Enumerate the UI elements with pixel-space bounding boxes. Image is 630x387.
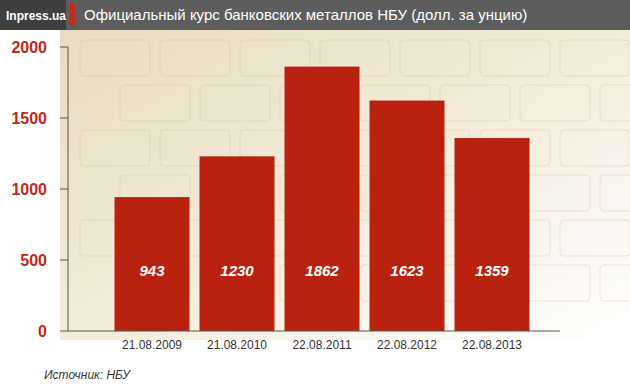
y-tick-label: 0 — [38, 323, 47, 340]
background-brick — [520, 85, 590, 121]
y-tick-label: 1000 — [11, 181, 47, 198]
header-separator — [70, 4, 75, 26]
labels: 943 1230 1862 1623 1359 21.08.2009 21.08.2010 2… — [122, 262, 522, 352]
source: Источник: НБУ — [44, 368, 131, 382]
background-brick — [560, 130, 630, 166]
background-brick — [400, 40, 470, 76]
header-bar — [0, 0, 630, 30]
background-brick — [520, 175, 590, 211]
bar — [285, 67, 360, 331]
background-brick — [560, 40, 630, 76]
data-label: 1230 — [220, 262, 254, 279]
y-tick-label: 500 — [20, 252, 47, 269]
y-tick — [60, 47, 68, 48]
x-tick-label: 21.08.2010 — [207, 338, 267, 352]
background-image — [60, 30, 630, 340]
x-tick-label: 22.08.2011 — [292, 338, 351, 352]
y-tick — [60, 260, 68, 261]
data-label: 943 — [139, 262, 165, 279]
logo-box — [0, 0, 66, 30]
logo: Inpress.ua — [6, 9, 66, 23]
bar — [200, 156, 275, 331]
background-brick — [440, 85, 510, 121]
background-brick — [480, 40, 550, 76]
y-tick-label: 2000 — [11, 39, 47, 56]
y-tick — [60, 118, 68, 119]
data-label: 1359 — [475, 262, 509, 279]
y-tick — [60, 331, 68, 332]
bar — [455, 138, 530, 331]
background-brick — [80, 40, 150, 76]
x-axis-line — [68, 331, 560, 332]
background-brick — [160, 40, 230, 76]
data-label: 1623 — [390, 262, 424, 279]
background-brick — [600, 85, 630, 121]
background-brick — [600, 175, 630, 211]
chart-container: Inpress.ua Официальный курс банковских ме… — [0, 0, 630, 387]
background-brick — [560, 220, 630, 256]
y-tick — [60, 189, 68, 190]
background-brick — [200, 85, 270, 121]
background-brick — [80, 130, 150, 166]
title: Официальный курс банковских металлов НБУ… — [84, 6, 527, 23]
chart-svg: Inpress.ua Официальный курс банковских ме… — [0, 0, 630, 387]
y-tick-label: 1500 — [11, 110, 47, 127]
background-brick — [600, 265, 630, 301]
bar — [370, 101, 445, 331]
bars — [115, 67, 530, 331]
x-tick-label: 22.08.2012 — [377, 338, 437, 352]
data-label: 1862 — [305, 262, 339, 279]
background-brick — [120, 85, 190, 121]
bar — [115, 197, 190, 331]
background-brick — [520, 265, 590, 301]
x-tick-label: 21.08.2009 — [122, 338, 182, 352]
x-tick-label: 22.08.2013 — [462, 338, 522, 352]
